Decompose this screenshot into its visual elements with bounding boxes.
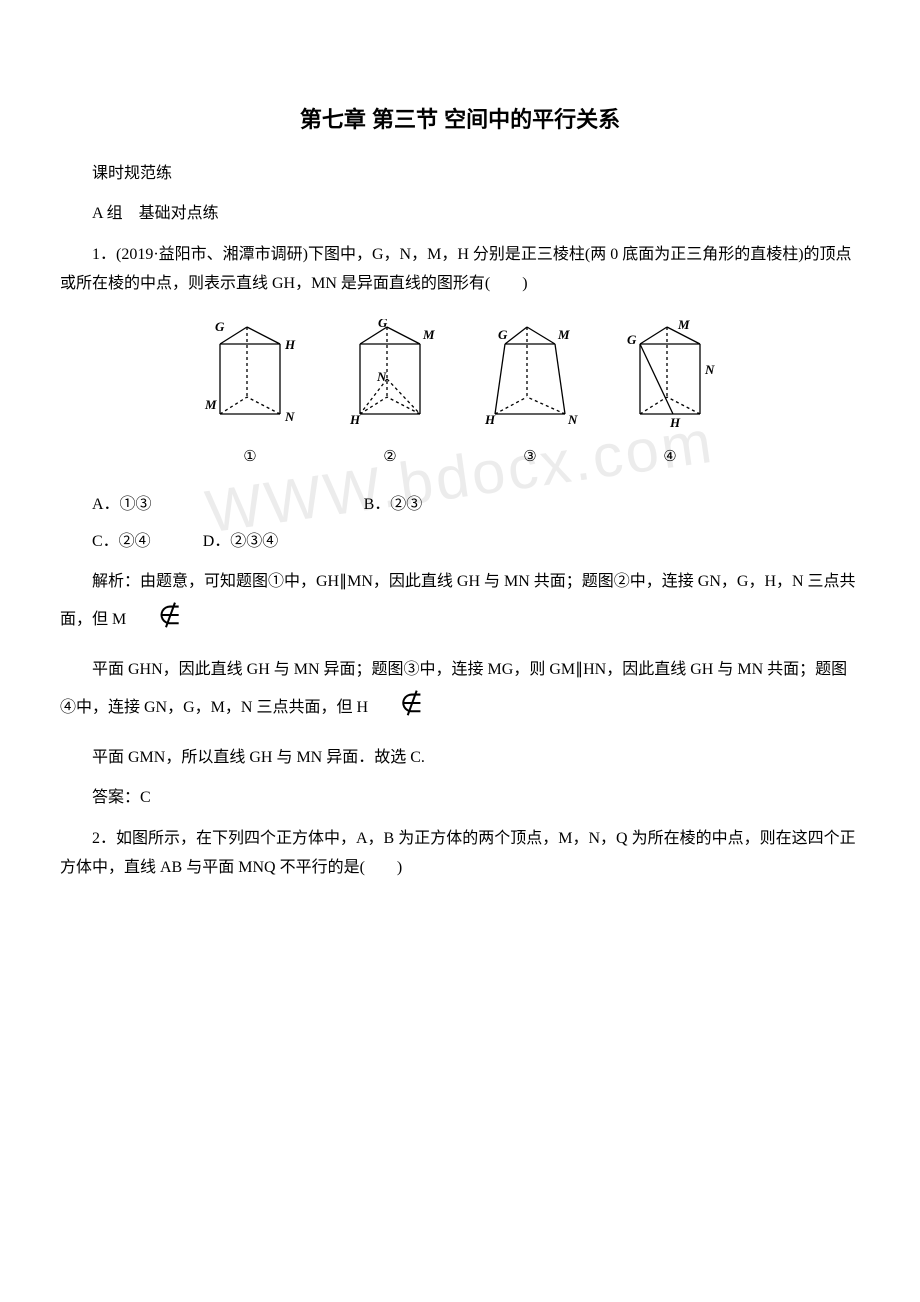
document-content: 第七章 第三节 空间中的平行关系 课时规范练 A 组 基础对点练 1．(2019…: [60, 100, 860, 883]
q1-answer: 答案：C: [60, 784, 860, 813]
svg-text:M: M: [557, 327, 570, 342]
notin-symbol-1: ∉: [126, 593, 181, 640]
q1-explain-2: 平面 GHN，因此直线 GH 与 MN 异面；题图③中，连接 MG，则 GM∥H…: [60, 656, 860, 732]
q1-figures: G H M N ①: [60, 319, 860, 471]
notin-symbol-2: ∉: [368, 681, 423, 728]
q1-explain-2-text: 平面 GHN，因此直线 GH 与 MN 异面；题图③中，连接 MG，则 GM∥H…: [60, 661, 847, 716]
svg-text:M: M: [204, 397, 217, 412]
subtitle-2: A 组 基础对点练: [60, 200, 860, 229]
q1-option-d: D．②③④: [171, 528, 279, 557]
q1-option-b: B．②③: [332, 491, 423, 520]
q1-explain-3: 平面 GMN，所以直线 GH 与 MN 异面．故选 C.: [60, 744, 860, 773]
q1-option-c: C．②④: [60, 528, 151, 557]
page-title: 第七章 第三节 空间中的平行关系: [60, 100, 860, 140]
svg-text:M: M: [677, 319, 690, 332]
svg-text:M: M: [422, 327, 435, 342]
svg-text:H: H: [284, 337, 296, 352]
q1-fig-label-2: ②: [335, 444, 445, 471]
svg-text:G: G: [378, 319, 388, 330]
svg-text:H: H: [669, 415, 681, 430]
q1-options-row1: A．①③ B．②③: [60, 491, 860, 520]
q2-stem: 2．如图所示，在下列四个正方体中，A，B 为正方体的两个顶点，M，N，Q 为所在…: [60, 825, 860, 883]
svg-text:N: N: [376, 369, 387, 384]
svg-text:G: G: [215, 319, 225, 334]
svg-text:N: N: [567, 412, 578, 427]
q1-figure-4: M G N H ④: [615, 319, 725, 471]
q1-fig-label-1: ①: [195, 444, 305, 471]
svg-text:G: G: [627, 332, 637, 347]
svg-text:N: N: [704, 362, 715, 377]
svg-text:G: G: [498, 327, 508, 342]
svg-text:N: N: [284, 409, 295, 424]
q1-figure-3: G M H N ③: [475, 319, 585, 471]
q1-fig-label-3: ③: [475, 444, 585, 471]
svg-text:H: H: [484, 412, 496, 427]
q1-fig-label-4: ④: [615, 444, 725, 471]
q1-stem: 1．(2019·益阳市、湘潭市调研)下图中，G，N，M，H 分别是正三棱柱(两 …: [60, 241, 860, 299]
q1-option-a: A．①③: [60, 491, 152, 520]
svg-text:H: H: [349, 412, 361, 427]
q1-options-row2: C．②④ D．②③④: [60, 528, 860, 557]
q1-figure-2: G M N H ②: [335, 319, 445, 471]
subtitle-1: 课时规范练: [60, 160, 860, 189]
q1-explain-1: 解析：由题意，可知题图①中，GH∥MN，因此直线 GH 与 MN 共面；题图②中…: [60, 568, 860, 644]
q1-figure-1: G H M N ①: [195, 319, 305, 471]
